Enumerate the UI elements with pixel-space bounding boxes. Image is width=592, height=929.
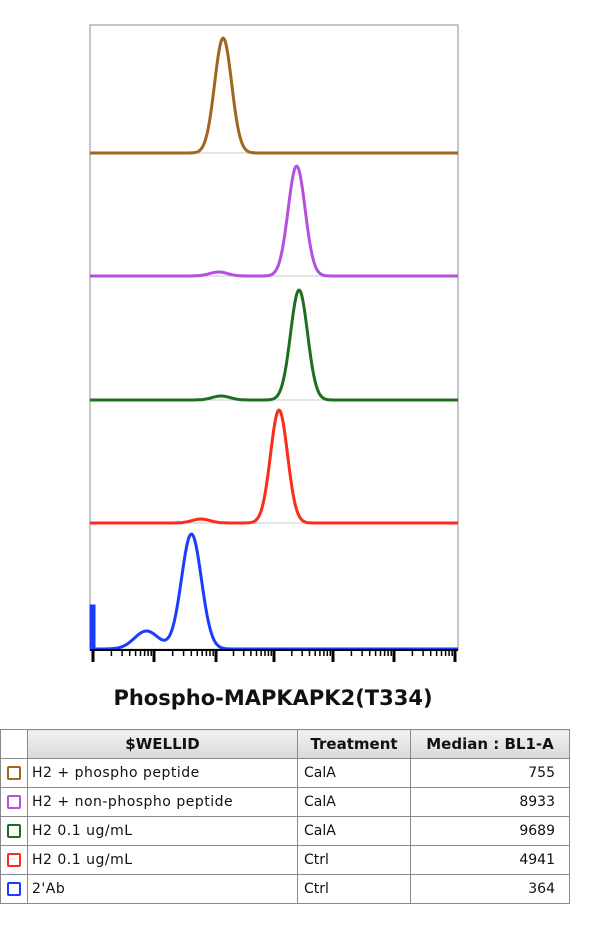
legend-row[interactable]: H2 + non-phospho peptide CalA 8933	[0, 787, 570, 817]
legend-swatch-cell	[0, 758, 28, 788]
legend-row[interactable]: 2'Ab Ctrl 364	[0, 874, 570, 904]
legend-name-cell: H2 0.1 ug/mL	[27, 845, 298, 875]
axis-min-spike	[89, 604, 96, 649]
legend-median-cell: 755	[410, 758, 570, 788]
legend-swatch	[7, 824, 21, 838]
legend-treatment-cell: CalA	[297, 758, 411, 788]
legend-swatch	[7, 882, 21, 896]
legend-swatch	[7, 795, 21, 809]
median-column-header[interactable]: Median : BL1-A	[410, 729, 570, 759]
legend-name-cell: H2 0.1 ug/mL	[27, 816, 298, 846]
legend-name-cell: 2'Ab	[27, 874, 298, 904]
legend-median-cell: 4941	[410, 845, 570, 875]
histogram-curve	[89, 288, 459, 402]
legend-name-cell: H2 + phospho peptide	[27, 758, 298, 788]
legend-median-cell: 8933	[410, 787, 570, 817]
legend-swatch-cell	[0, 787, 28, 817]
plot-frame	[89, 24, 459, 651]
x-axis	[90, 649, 458, 662]
treatment-column-header[interactable]: Treatment	[297, 729, 411, 759]
histogram-curve	[89, 164, 459, 278]
legend-swatch	[7, 853, 21, 867]
legend-swatch	[7, 766, 21, 780]
legend-body: H2 + phospho peptide CalA 755 H2 + non-phos…	[0, 758, 570, 904]
legend-row[interactable]: H2 0.1 ug/mL Ctrl 4941	[0, 845, 570, 875]
legend-treatment-cell: CalA	[297, 787, 411, 817]
legend-swatch-cell	[0, 845, 28, 875]
legend-median-cell: 9689	[410, 816, 570, 846]
legend-treatment-cell: Ctrl	[297, 874, 411, 904]
legend-treatment-cell: Ctrl	[297, 845, 411, 875]
x-axis-title: Phospho-MAPKAPK2(T334)	[113, 686, 433, 710]
wellid-column-header[interactable]: $WELLID	[27, 729, 298, 759]
histogram-curve	[89, 408, 459, 525]
histogram-plot	[89, 24, 459, 662]
legend-swatch-cell	[0, 874, 28, 904]
legend-median-cell: 364	[410, 874, 570, 904]
histogram-curve	[89, 36, 459, 155]
legend-header-row: $WELLID Treatment Median : BL1-A	[0, 729, 570, 759]
legend-table: $WELLID Treatment Median : BL1-A H2 + ph…	[0, 729, 570, 904]
legend-row[interactable]: H2 + phospho peptide CalA 755	[0, 758, 570, 788]
legend-swatch-cell	[0, 816, 28, 846]
legend-name-cell: H2 + non-phospho peptide	[27, 787, 298, 817]
legend-row[interactable]: H2 0.1 ug/mL CalA 9689	[0, 816, 570, 846]
legend-treatment-cell: CalA	[297, 816, 411, 846]
legend-swatch-header	[0, 729, 28, 759]
